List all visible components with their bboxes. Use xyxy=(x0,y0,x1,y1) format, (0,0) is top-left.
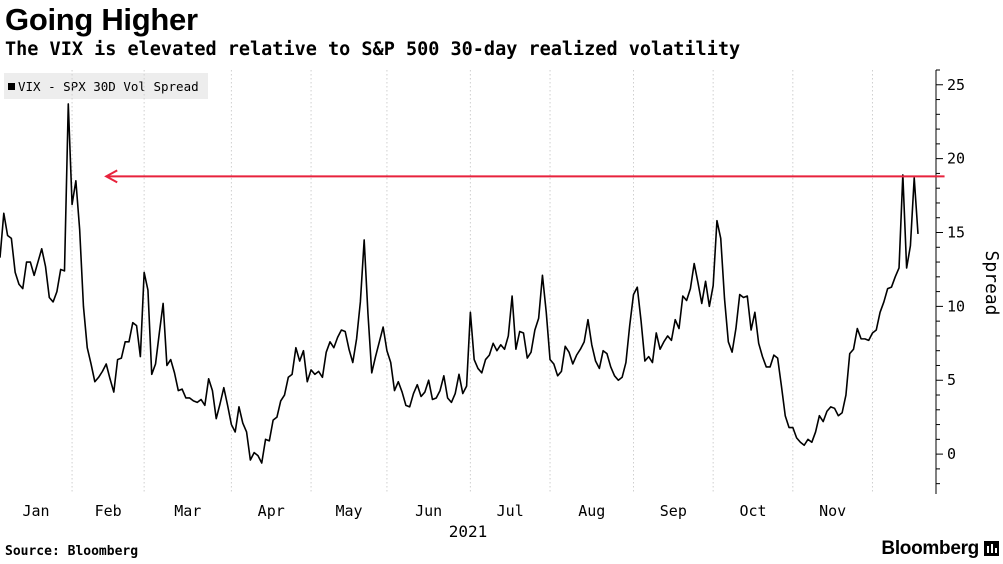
x-tick-label: Jul xyxy=(497,502,524,520)
bloomberg-bars-icon xyxy=(984,541,999,556)
y-tick-label: 5 xyxy=(947,371,956,389)
series-group xyxy=(0,103,919,464)
x-tick-label: Sep xyxy=(660,502,687,520)
y-tick-label: 20 xyxy=(947,150,965,168)
x-tick-label: Jan xyxy=(22,502,49,520)
annotation-arrow-head xyxy=(104,169,118,184)
x-axis-year-label: 2021 xyxy=(449,522,488,541)
x-tick-label: Feb xyxy=(95,502,122,520)
chart-subtitle: The VIX is elevated relative to S&P 500 … xyxy=(5,39,741,60)
x-axis-labels: Jan Feb Mar Apr May Jun Jul Aug Sep Oct Nov xyxy=(22,502,846,520)
series-line-vix-spx-spread xyxy=(0,103,919,464)
bloomberg-logo: Bloomberg xyxy=(881,538,979,559)
x-tick-label: Jun xyxy=(415,502,442,520)
legend: VIX - SPX 30D Vol Spread xyxy=(4,73,208,99)
chart-title: Going Higher xyxy=(5,2,198,37)
x-tick-label: Oct xyxy=(739,502,766,520)
source-note: Source: Bloomberg xyxy=(5,544,139,559)
x-tick-label: Mar xyxy=(174,502,201,520)
y-axis: 0 5 10 15 20 25 xyxy=(935,69,965,494)
x-tick-label: Nov xyxy=(819,502,846,520)
y-tick-label: 10 xyxy=(947,297,965,315)
x-tick-label: Apr xyxy=(258,502,285,520)
y-tick-label: 15 xyxy=(947,224,965,242)
x-tick-label: May xyxy=(335,502,362,520)
grid-lines xyxy=(71,70,873,494)
legend-swatch xyxy=(8,82,15,90)
annotation-group xyxy=(104,169,945,184)
x-tick-label: Aug xyxy=(578,502,605,520)
y-axis-title: Spread xyxy=(981,250,1002,315)
y-tick-label: 25 xyxy=(947,76,965,94)
y-tick-label: 0 xyxy=(947,445,956,463)
legend-label: VIX - SPX 30D Vol Spread xyxy=(18,78,199,94)
